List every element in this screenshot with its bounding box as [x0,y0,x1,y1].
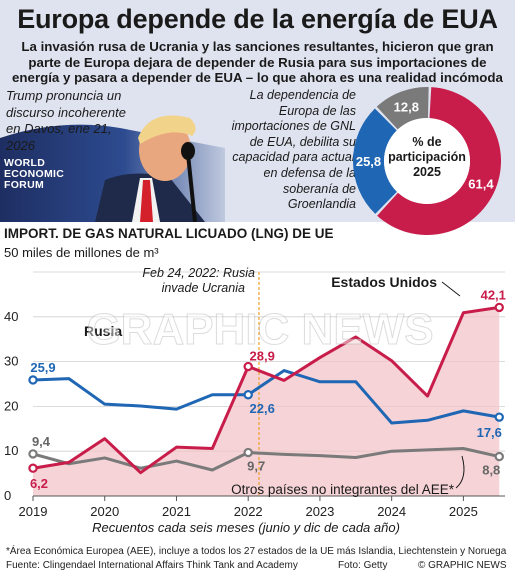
y-tick-label: 0 [4,488,11,503]
donut-slice-label: 25,8 [356,154,381,169]
source-text: Fuente: Clingendael International Affair… [6,560,298,571]
chart-title: IMPORT. DE GAS NATURAL LICUADO (LNG) DE … [4,226,334,241]
series-name-others: Otros países no integrantes del AEE* [231,482,455,497]
x-tick-label: 2019 [19,504,48,519]
event-label-line2: invade Ucrania [162,281,245,295]
series-point [243,390,253,400]
y-tick-label: 10 [4,443,18,458]
series-name-us: Estados Unidos [331,274,437,290]
x-tick-label: 2023 [305,504,334,519]
side-note: La dependencia de Europa de las importac… [231,88,356,212]
data-label: 9,4 [32,434,51,449]
series-line [31,369,501,425]
donut-slice-label: 61,4 [468,177,494,192]
series-lines [31,305,501,475]
y-axis-ticks: 0 10 20 30 40 [4,309,18,503]
donut-labels: 61,4 25,8 12,8 [356,99,494,191]
chart-subtitle: 50 miles de millones de m³ [4,245,159,260]
series-point [28,463,38,473]
x-tick-label: 2024 [377,504,406,519]
page-title: Europa depende de la energía de EUA [17,4,498,34]
photo-caption: Trump pronuncia un discurso incoherente … [6,88,126,153]
data-label: 6,2 [30,476,48,491]
x-tick-label: 2020 [90,504,119,519]
wef-logo: WORLD ECONOMIC FORUM [4,157,65,191]
us-area [33,307,500,496]
speaker-photo [0,88,225,222]
series-names: Estados Unidos Rusia Otros países no integ… [84,274,465,497]
donut-center-line1: % de [412,135,441,149]
x-tick-label: 2022 [234,504,263,519]
data-label: 25,9 [30,360,55,375]
share-donut-chart: % de participación 2025 61,4 25,8 12,8 [353,87,501,235]
donut-center-line2: participación [388,150,466,164]
copyright: © GRAPHIC NEWS [418,560,507,571]
y-tick-label: 20 [4,398,18,413]
donut-slices [353,87,501,235]
x-tick-label: 2021 [162,504,191,519]
data-label: 9,7 [247,459,265,474]
donut-slice [377,87,501,235]
donut-slice [376,87,429,130]
donut-center-line3: 2025 [413,165,441,179]
lng-imports-chart: IMPORT. DE GAS NATURAL LICUADO (LNG) DE … [4,226,506,535]
x-axis-label: Recuentos cada seis meses (junio y dic d… [92,520,400,535]
series-name-russia: Rusia [84,323,122,339]
x-axis-ticks: 2019 2020 2021 2022 2023 2024 2025 [19,495,505,519]
footnote: *Área Económica Europea (AEE), incluye a… [6,546,507,557]
intro-text: La invasión rusa de Ucrania y las sancio… [12,39,503,86]
series-point [494,451,504,462]
series-point [28,375,38,385]
series-line [31,447,501,472]
donut-slice [353,108,397,214]
y-tick-label: 30 [4,354,18,369]
data-label: 28,9 [250,349,275,364]
y-tick-label: 40 [4,309,18,324]
event-label-line1: Feb 24, 2022: Rusia [142,266,255,280]
donut-hole [384,118,470,204]
series-point [494,302,504,313]
series-endpoints [28,302,504,473]
photo-credit: Foto: Getty [338,560,388,571]
us-area-fill [33,307,500,496]
data-label: 42,1 [481,287,506,302]
x-tick-label: 2025 [449,504,478,519]
data-labels: 6,2 28,9 42,1 25,9 22,6 17,6 9,4 9,7 8,8 [30,287,506,491]
series-point [28,449,38,459]
series-name-others-leader [455,455,465,489]
data-label: 22,6 [250,401,275,416]
series-point [243,447,253,458]
watermark: GRAPHIC NEWS [86,305,433,354]
data-label: 17,6 [477,425,502,440]
series-point [494,412,504,422]
donut-slice-label: 12,8 [394,99,419,114]
data-label: 8,8 [482,463,500,478]
series-point [243,361,253,372]
series-line [31,305,501,475]
series-name-us-leader [441,281,461,297]
